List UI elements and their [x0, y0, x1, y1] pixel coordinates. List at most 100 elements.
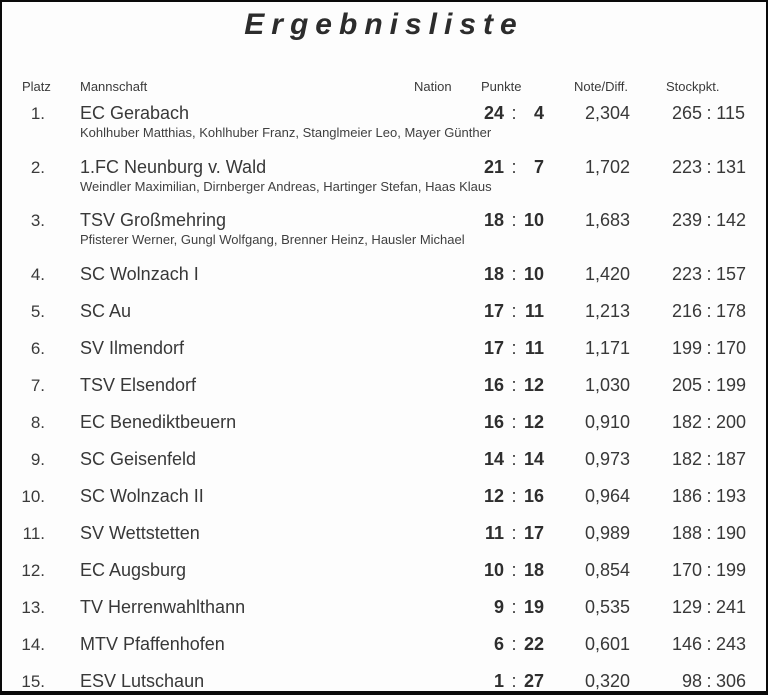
note-diff-value: 1,420 — [584, 263, 630, 284]
page-title: Ergebnisliste — [244, 8, 524, 41]
stockpkt-for: 265 — [671, 103, 702, 123]
stockpkt-against: 142 — [716, 210, 747, 230]
note-diff-value: 1,030 — [584, 374, 630, 395]
note-diff-value: 0,320 — [584, 670, 630, 691]
note-diff-value: 0,910 — [584, 411, 630, 432]
stockpkt-against: 243 — [716, 633, 747, 654]
punkte-against: 19 — [524, 596, 545, 617]
players-list: Kohlhuber Matthias, Kohlhuber Franz, Sta… — [80, 125, 492, 140]
note-diff-value: 0,973 — [584, 448, 630, 469]
note-diff-value: 1,171 — [584, 337, 630, 358]
punkte-colon: : — [511, 633, 517, 654]
punkte-against: 16 — [524, 485, 545, 506]
stockpkt-colon: : — [706, 485, 712, 506]
table-row: 3. TSV Großmehring Pfisterer Werner, Gun… — [2, 210, 747, 264]
punkte-colon: : — [511, 300, 517, 321]
column-header-punkte: Punkte — [481, 79, 522, 94]
stockpkt-for: 205 — [671, 374, 702, 395]
punkte-colon: : — [511, 210, 517, 230]
table-row: 6. SV Ilmendorf 17 : 11 1,171 199 : 170 — [2, 337, 746, 375]
stockpkt-for: 186 — [671, 485, 702, 506]
punkte-against: 27 — [524, 670, 545, 691]
table-row: 13. TV Herrenwahlthann 9 : 19 0,535 129 … — [2, 596, 747, 634]
rank-cell: 14. — [21, 634, 45, 654]
punkte-colon: : — [511, 263, 517, 284]
punkte-for: 16 — [483, 411, 504, 432]
table-row: 9. SC Geisenfeld 14 : 14 0,973 182 : 187 — [2, 448, 747, 486]
punkte-colon: : — [511, 156, 517, 177]
stockpkt-for: 239 — [671, 210, 702, 230]
team-cell: SV Wettstetten — [50, 523, 442, 544]
team-name: SV Wettstetten — [80, 522, 200, 543]
stockpkt-for: 170 — [671, 559, 702, 580]
column-header-platz: Platz — [22, 79, 51, 94]
note-diff-value: 1,702 — [584, 156, 630, 177]
note-diff-value: 2,304 — [584, 103, 630, 123]
punkte-against: 22 — [524, 633, 545, 654]
stockpkt-against: 157 — [716, 263, 747, 284]
team-cell: EC Benediktbeuern — [50, 412, 442, 433]
rank-cell: 13. — [21, 597, 45, 617]
team-cell: SC Wolnzach II — [50, 486, 442, 507]
note-diff-value: 1,683 — [584, 210, 630, 230]
results-table: 1. EC Gerabach Kohlhuber Matthias, Kohlh… — [2, 103, 747, 691]
punkte-against: 11 — [524, 300, 544, 321]
team-cell: SC Au — [50, 301, 442, 322]
note-diff-value: 0,535 — [584, 596, 630, 617]
stockpkt-for: 199 — [671, 337, 702, 358]
note-diff-value: 0,989 — [584, 522, 630, 543]
punkte-for: 24 — [483, 103, 504, 123]
stockpkt-for: 188 — [671, 522, 702, 543]
punkte-colon: : — [511, 522, 517, 543]
punkte-colon: : — [511, 374, 517, 395]
stockpkt-colon: : — [706, 559, 712, 580]
team-name: TSV Elsendorf — [80, 374, 197, 395]
stockpkt-colon: : — [706, 633, 712, 654]
rank-cell: 2. — [30, 157, 45, 177]
stockpkt-for: 223 — [671, 263, 702, 284]
stockpkt-against: 241 — [716, 596, 747, 617]
stockpkt-colon: : — [706, 103, 712, 123]
punkte-colon: : — [511, 485, 517, 506]
team-cell: 1.FC Neunburg v. Wald Weindler Maximilia… — [50, 156, 492, 194]
stockpkt-against: 187 — [716, 448, 747, 469]
note-diff-value: 0,854 — [584, 559, 630, 580]
stockpkt-colon: : — [706, 210, 712, 230]
team-name: ESV Lutschaun — [80, 670, 205, 691]
stockpkt-colon: : — [706, 337, 712, 358]
note-diff-value: 0,964 — [584, 485, 630, 506]
table-row: 11. SV Wettstetten 11 : 17 0,989 188 : 1… — [2, 522, 746, 560]
stockpkt-for: 182 — [671, 411, 702, 432]
team-name: MTV Pfaffenhofen — [80, 633, 225, 654]
punkte-for: 14 — [483, 448, 504, 469]
team-name: 1.FC Neunburg v. Wald — [80, 156, 267, 177]
punkte-for: 21 — [483, 156, 504, 177]
stockpkt-against: 199 — [716, 559, 747, 580]
table-row: 8. EC Benediktbeuern 16 : 12 0,910 182 :… — [2, 411, 747, 449]
team-name: EC Augsburg — [80, 559, 187, 580]
stockpkt-colon: : — [706, 448, 712, 469]
punkte-for: 10 — [483, 559, 504, 580]
team-name: SV Ilmendorf — [80, 337, 185, 358]
team-cell: TSV Großmehring Pfisterer Werner, Gungl … — [50, 210, 465, 247]
team-cell: EC Gerabach Kohlhuber Matthias, Kohlhube… — [50, 103, 492, 140]
stockpkt-against: 200 — [716, 411, 747, 432]
table-row: 10. SC Wolnzach II 12 : 16 0,964 186 : 1… — [2, 485, 747, 523]
stockpkt-against: 193 — [716, 485, 747, 506]
stockpkt-colon: : — [706, 411, 712, 432]
players-list: Pfisterer Werner, Gungl Wolfgang, Brenne… — [80, 232, 465, 247]
players-list: Weindler Maximilian, Dirnberger Andreas,… — [80, 178, 492, 194]
stockpkt-against: 199 — [716, 374, 747, 395]
team-cell: SC Wolnzach I — [50, 264, 442, 285]
column-header-mannschaft: Mannschaft — [80, 79, 148, 94]
stockpkt-for: 216 — [671, 300, 702, 321]
team-cell: SC Geisenfeld — [50, 449, 442, 470]
punkte-for: 12 — [483, 485, 504, 506]
punkte-colon: : — [511, 559, 517, 580]
table-row: 12. EC Augsburg 10 : 18 0,854 170 : 199 — [2, 559, 747, 597]
punkte-for: 17 — [483, 337, 504, 358]
column-header-nation: Nation — [414, 79, 452, 94]
team-name: SC Wolnzach II — [80, 485, 204, 506]
punkte-against: 10 — [524, 263, 545, 284]
